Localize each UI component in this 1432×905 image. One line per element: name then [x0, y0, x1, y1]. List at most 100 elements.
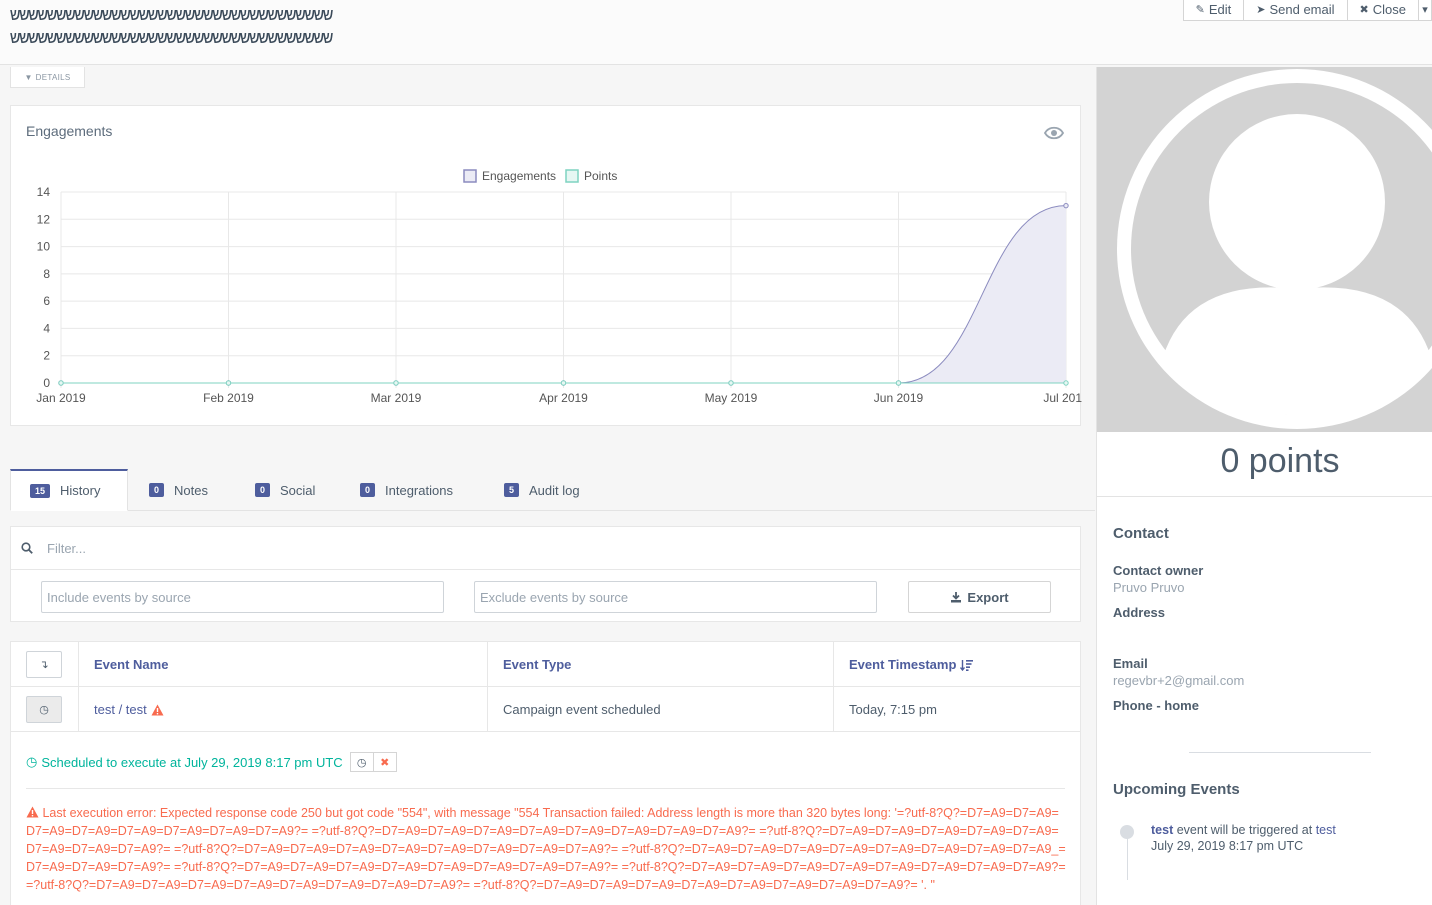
tab-notes[interactable]: 0 Notes — [130, 469, 208, 511]
history-filter: Filter... Include events by source Exclu… — [10, 526, 1081, 622]
x-tick-label: Apr 2019 — [539, 391, 588, 405]
arrow-down-icon: ↴ — [39, 659, 49, 671]
data-point — [1063, 380, 1069, 386]
phone-label: Phone - home — [1113, 698, 1199, 713]
upcoming-event-text: event will be triggered at — [1176, 823, 1313, 837]
contact-name-line2: ששששששששששששששששששששששששששששששששששש — [10, 28, 333, 48]
y-tick-label: 10 — [37, 240, 51, 254]
data-point — [225, 380, 232, 386]
include-source-select[interactable]: Include events by source — [41, 581, 444, 613]
column-event-timestamp-label: Event Timestamp — [849, 657, 957, 672]
x-tick-label: Feb 2019 — [203, 391, 254, 405]
data-point — [58, 380, 64, 386]
close-icon: ✖ — [1359, 3, 1369, 16]
x-tick-label: Mar 2019 — [371, 391, 422, 405]
tab-audit-log-count: 5 — [504, 483, 520, 497]
data-point — [895, 380, 902, 386]
filter-input[interactable]: Filter... — [47, 540, 87, 556]
event-name-link[interactable]: test / test — [94, 702, 147, 717]
filter-row[interactable]: Filter... — [11, 527, 1080, 570]
tab-integrations-count: 0 — [360, 483, 376, 497]
edit-label: Edit — [1208, 1, 1232, 17]
table-header: ↴ Event Name Event Type Event Timestamp — [11, 642, 1080, 687]
event-timestamp-cell: Today, 7:15 pm — [849, 702, 937, 717]
clock-icon: ◷ — [356, 756, 367, 769]
upcoming-event-date: July 29, 2019 8:17 pm UTC — [1151, 839, 1304, 853]
upcoming-event-campaign-link[interactable]: test — [1315, 823, 1336, 837]
close-label: Close — [1372, 1, 1406, 17]
tab-history-label: History — [60, 483, 101, 498]
engagements-panel: Engagements 0 2 4 6 8 10 12 14 Jan 2019 Feb 2019 M… — [10, 105, 1082, 426]
execution-error: Last execution error: Expected response … — [26, 804, 1066, 894]
tab-integrations[interactable]: 0 Integrations — [341, 469, 453, 511]
y-tick-label: 2 — [43, 349, 50, 363]
y-tick-label: 0 — [43, 376, 50, 390]
reschedule-button[interactable]: ◷ — [349, 752, 374, 772]
scheduled-info: ◷ Scheduled to execute at July 29, 2019 … — [26, 752, 397, 772]
send-email-button[interactable]: ➤ Send email — [1243, 0, 1348, 21]
scheduled-text: Scheduled to execute at July 29, 2019 8:… — [41, 754, 343, 770]
export-label: Export — [967, 589, 1009, 605]
contact-name-line1: ששששששששששששששששששששששששששששששששששש — [10, 5, 333, 25]
upcoming-event-name[interactable]: test — [1151, 823, 1174, 837]
y-tick-label: 14 — [37, 185, 51, 199]
event-detail: ◷ Scheduled to execute at July 29, 2019 … — [11, 732, 1080, 905]
edit-icon: ✎ — [1195, 3, 1205, 16]
row-toggle-button[interactable]: ◷ — [26, 696, 62, 723]
avatar — [1097, 67, 1432, 432]
export-button[interactable]: Export — [908, 581, 1051, 613]
data-point — [728, 380, 734, 386]
row-toggle-cell: ◷ — [26, 687, 62, 732]
clock-icon: ◷ — [39, 704, 49, 716]
x-tick-label: Jun 2019 — [874, 391, 924, 405]
y-tick-label: 8 — [43, 267, 50, 281]
tab-integrations-label: Integrations — [385, 482, 453, 498]
history-table: ↴ Event Name Event Type Event Timestamp … — [10, 641, 1081, 905]
points-value: 0 points — [1220, 442, 1340, 480]
column-event-type[interactable]: Event Type — [503, 657, 572, 672]
tab-notes-label: Notes — [174, 482, 208, 498]
sort-desc-icon — [960, 659, 974, 671]
close-button[interactable]: ✖ Close — [1346, 0, 1419, 21]
contact-tabs: 15 History 0 Notes 0 Social 0 Integratio… — [10, 469, 1095, 511]
details-toggle-label: DETAILS — [35, 72, 71, 82]
data-point — [1063, 202, 1069, 209]
table-row: ◷ test / test Campaign event scheduled T… — [11, 687, 1080, 732]
x-tick-label: May 2019 — [705, 391, 758, 405]
data-point — [393, 380, 399, 386]
more-actions-button[interactable]: ▾ — [1418, 0, 1432, 21]
legend-swatch — [565, 169, 579, 183]
contact-sidebar: 0 points Contact Contact owner Pruvo Pru… — [1096, 67, 1432, 905]
warning-icon — [151, 704, 164, 715]
chevron-down-icon: ▾ — [1422, 3, 1428, 16]
tab-social[interactable]: 0 Social — [236, 469, 315, 511]
contact-heading: Contact — [1113, 525, 1169, 542]
exclude-source-select[interactable]: Exclude events by source — [474, 581, 877, 613]
event-type-cell: Campaign event scheduled — [503, 702, 661, 717]
edit-button[interactable]: ✎ Edit — [1182, 0, 1245, 21]
contact-name: ששששששששששששששששששששששששששששששששששש שששש… — [10, 4, 333, 50]
column-event-name[interactable]: Event Name — [94, 657, 169, 672]
details-toggle[interactable]: ▼ DETAILS — [10, 67, 85, 88]
y-tick-label: 12 — [37, 212, 51, 226]
tab-social-label: Social — [280, 482, 316, 498]
engagements-title: Engagements — [26, 123, 113, 139]
page-header: ששששששששששששששששששששששששששששששששששש שששש… — [0, 0, 1432, 65]
warning-icon — [26, 806, 39, 818]
address-label: Address — [1113, 605, 1166, 620]
legend-swatch — [463, 169, 477, 183]
y-tick-label: 6 — [43, 294, 50, 308]
column-event-timestamp[interactable]: Event Timestamp — [849, 642, 974, 687]
paper-plane-icon: ➤ — [1256, 3, 1266, 16]
x-tick-label: Jul 2019 — [1043, 391, 1082, 405]
expand-all-button[interactable]: ↴ — [26, 651, 62, 678]
tab-history-count: 15 — [30, 483, 51, 498]
send-email-label: Send email — [1269, 1, 1335, 17]
tab-audit-log[interactable]: 5 Audit log — [485, 469, 580, 511]
tab-history[interactable]: 15 History — [10, 469, 128, 511]
search-icon — [21, 542, 33, 554]
clock-icon: ◷ — [26, 754, 38, 769]
cancel-event-button[interactable]: ✖ — [372, 752, 397, 772]
upcoming-event-item: test event will be triggered at test Jul… — [1151, 822, 1421, 854]
eye-icon[interactable] — [1044, 126, 1064, 140]
